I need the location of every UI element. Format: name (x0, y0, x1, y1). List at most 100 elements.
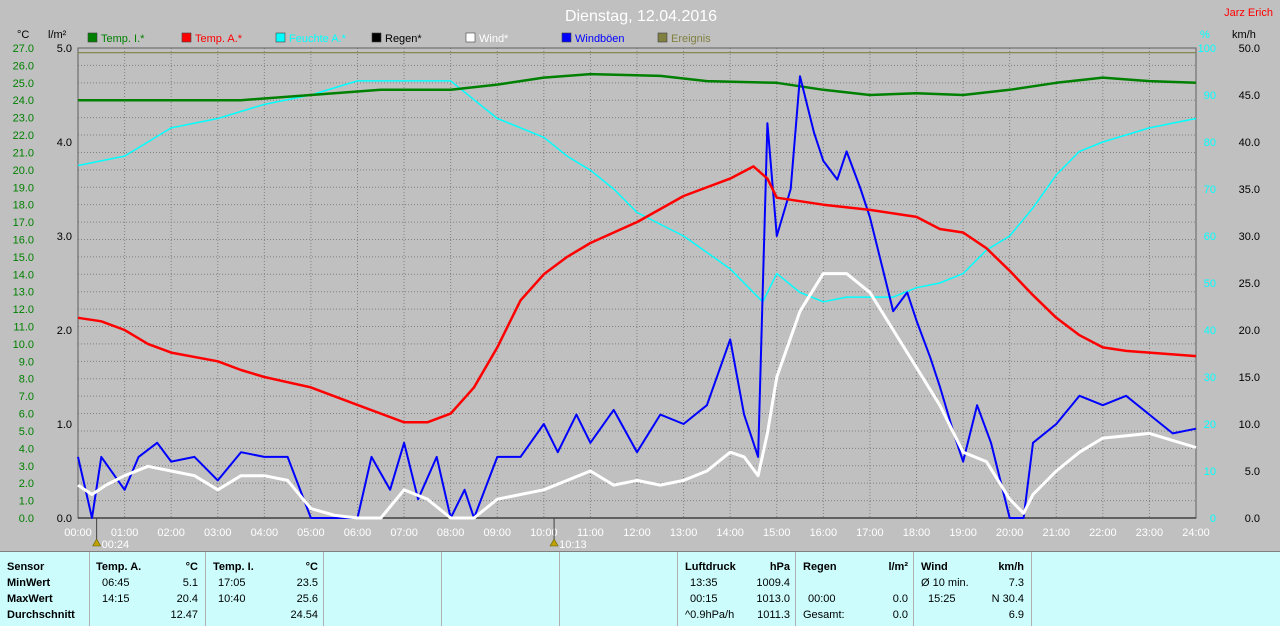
grid (77, 47, 1197, 519)
time-tick-label: 10:00 (530, 527, 558, 539)
time-tick-label: 07:00 (390, 527, 418, 539)
max-label: MaxWert (7, 593, 53, 605)
regen-unit: l/m² (888, 561, 908, 573)
time-tick-label: 23:00 (1136, 527, 1164, 539)
temp-tick-label: 27.0 (13, 43, 34, 55)
time-markers: 00:24 10:13 (92, 518, 587, 551)
temp-i-min-time: 17:05 (218, 577, 246, 589)
legend-swatch (465, 32, 476, 43)
stats-regen-column: Regen l/m² 00:00 0.0 Gesamt: 0.0 (795, 552, 914, 626)
regen-max-time: 00:00 (808, 593, 836, 605)
wind-tick-label: 5.0 (1245, 466, 1260, 478)
rain-tick-label: 2.0 (57, 325, 72, 337)
temp-tick-label: 0.0 (19, 513, 34, 525)
time-tick-label: 24:00 (1182, 527, 1210, 539)
humidity-tick-label: 50 (1204, 278, 1216, 290)
author-label: Jarz Erich (1224, 7, 1273, 19)
temp-tick-label: 17.0 (13, 217, 34, 229)
humidity-tick-label: 20 (1204, 419, 1216, 431)
temp-i-unit: °C (305, 561, 318, 573)
series-line-windböen (77, 75, 1197, 519)
temp-tick-label: 20.0 (13, 165, 34, 177)
temp-tick-label: 7.0 (19, 391, 34, 403)
sensor-header: Sensor (7, 561, 45, 573)
stats-empty-column-4 (1031, 552, 1280, 626)
temp-tick-label: 2.0 (19, 478, 34, 490)
time-marker-label: 10:13 (559, 539, 587, 551)
temp-tick-label: 24.0 (13, 95, 34, 107)
temp-tick-label: 16.0 (13, 234, 34, 246)
legend-label: Feuchte A.* (289, 33, 347, 45)
time-tick-label: 02:00 (157, 527, 185, 539)
time-tick-label: 19:00 (949, 527, 977, 539)
legend-label: Wind* (479, 33, 509, 45)
humidity-tick-label: 0 (1210, 513, 1216, 525)
wind-tick-label: 35.0 (1239, 184, 1260, 196)
temp-tick-label: 19.0 (13, 182, 34, 194)
time-tick-label: 09:00 (483, 527, 511, 539)
temp-tick-label: 8.0 (19, 374, 34, 386)
temp-tick-label: 9.0 (19, 356, 34, 368)
temp-i-avg-value: 24.54 (290, 609, 318, 621)
luftdruck-avg-value: 1011.3 (757, 609, 790, 621)
time-tick-label: 06:00 (344, 527, 372, 539)
time-tick-label: 00:00 (64, 527, 92, 539)
temp-tick-label: 15.0 (13, 252, 34, 264)
temp-a-header: Temp. A. (96, 561, 142, 573)
time-tick-label: 05:00 (297, 527, 325, 539)
stats-luftdruck-column: Luftdruck hPa 13:35 1009.4 00:15 1013.0 … (677, 552, 796, 626)
series-line-feuchte-a (77, 80, 1197, 303)
time-tick-label: 17:00 (856, 527, 884, 539)
luftdruck-unit: hPa (769, 561, 790, 573)
temp-tick-label: 6.0 (19, 409, 34, 421)
temp-a-min-time: 06:45 (102, 577, 130, 589)
time-tick-label: 21:00 (1042, 527, 1070, 539)
warning-icon (92, 538, 102, 547)
temp-tick-label: 22.0 (13, 130, 34, 142)
temp-tick-label: 4.0 (19, 443, 34, 455)
time-tick-label: 01:00 (111, 527, 139, 539)
time-marker-label: 00:24 (102, 539, 130, 551)
rain-tick-label: 3.0 (57, 231, 72, 243)
wind-header: Wind (921, 561, 948, 573)
luftdruck-max-time: 00:15 (690, 593, 718, 605)
time-tick-label: 08:00 (437, 527, 465, 539)
humidity-tick-label: 80 (1204, 137, 1216, 149)
wind-tick-label: 50.0 (1239, 43, 1260, 55)
temp-tick-label: 5.0 (19, 426, 34, 438)
temp-a-avg-value: 12.47 (170, 609, 198, 621)
legend: Temp. I.* Temp. A.* Feuchte A.* Regen* Wind*… (87, 32, 711, 45)
wind-max-time: 15:25 (928, 593, 956, 605)
temp-i-max-time: 10:40 (218, 593, 246, 605)
temp-a-max-time: 14:15 (102, 593, 130, 605)
stats-wind-column: Wind km/h Ø 10 min. 7.3 15:25 N 30.4 6.9 (913, 552, 1032, 626)
regen-max-value: 0.0 (892, 593, 908, 605)
wind-tick-label: 0.0 (1245, 513, 1260, 525)
legend-swatch (657, 32, 668, 43)
stats-empty-column-2 (441, 552, 560, 626)
series-line-temp-a (77, 165, 1197, 424)
time-tick-label: 13:00 (670, 527, 698, 539)
legend-label: Temp. A.* (195, 33, 243, 45)
rain-tick-label: 4.0 (57, 137, 72, 149)
temp-tick-label: 12.0 (13, 304, 34, 316)
temp-tick-label: 14.0 (13, 269, 34, 281)
luftdruck-min-time: 13:35 (690, 577, 718, 589)
temp-tick-label: 26.0 (13, 60, 34, 72)
luftdruck-max-value: 1013.0 (756, 593, 790, 605)
legend-label: Ereignis (671, 33, 711, 45)
temp-a-unit: °C (185, 561, 198, 573)
wind-axis: 50.0 45.0 40.0 35.0 30.0 25.0 20.0 15.0 10.0 5.0 0… (1239, 43, 1260, 525)
humidity-tick-label: 40 (1204, 325, 1216, 337)
wind-tick-label: 30.0 (1239, 231, 1260, 243)
avg-label: Durchschnitt (7, 609, 75, 621)
time-tick-label: 04:00 (251, 527, 279, 539)
regen-total-value: 0.0 (892, 609, 908, 621)
time-tick-label: 18:00 (903, 527, 931, 539)
temp-i-header: Temp. I. (213, 561, 254, 573)
temp-tick-label: 1.0 (19, 496, 34, 508)
temp-a-max-value: 20.4 (176, 593, 198, 605)
unit-rain: l/m² (48, 29, 67, 41)
legend-swatch (181, 32, 192, 43)
